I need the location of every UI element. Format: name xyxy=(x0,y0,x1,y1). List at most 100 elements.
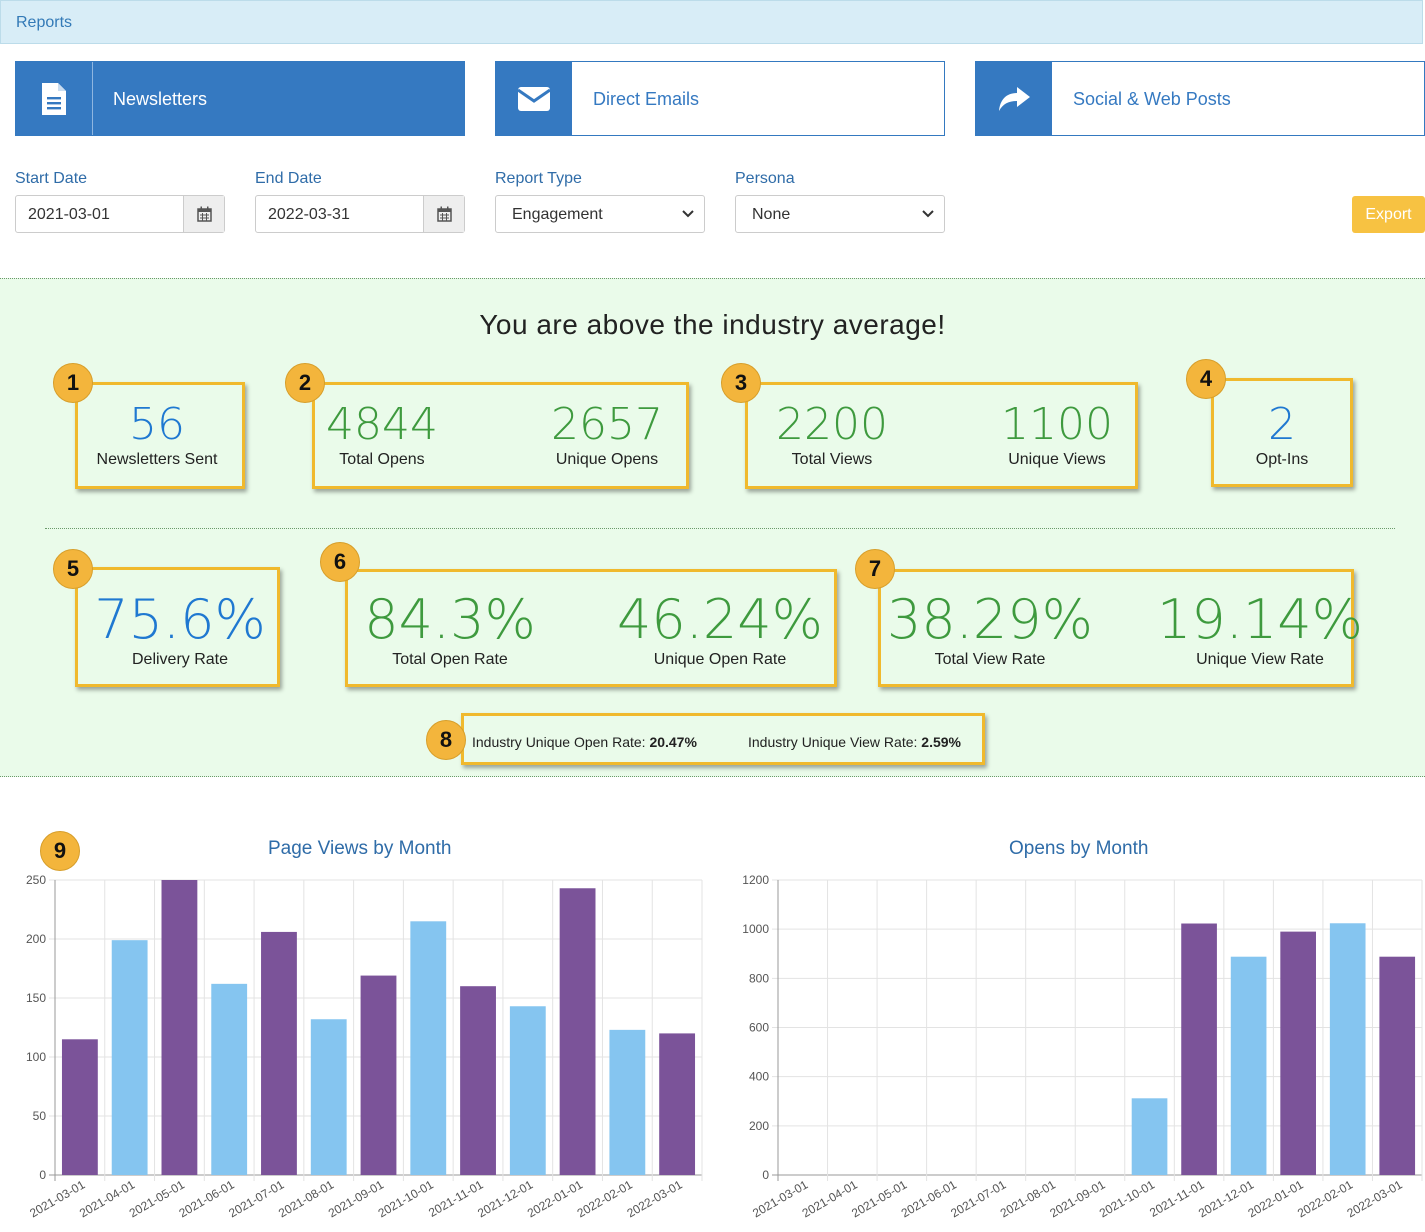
social-web-posts-tab[interactable]: Social & Web Posts xyxy=(975,61,1425,136)
newsletters-sent-label: Newsletters Sent xyxy=(96,451,218,468)
y-tick-label: 1200 xyxy=(742,873,769,887)
callout-badge-2: 2 xyxy=(285,363,325,403)
highlight-box-5 xyxy=(75,567,280,687)
total-opens-value: 4844 xyxy=(326,399,438,450)
callout-badge-7: 7 xyxy=(855,549,895,589)
industry-view-rate: Industry Unique View Rate: 2.59% xyxy=(748,734,961,750)
x-tick-label: 2021-07-01 xyxy=(226,1177,286,1220)
delivery-rate-label: Delivery Rate xyxy=(131,651,229,668)
unique-opens-label: Unique Opens xyxy=(555,451,659,468)
unique-opens-value: 2657 xyxy=(551,399,663,450)
x-tick-label: 2021-12-01 xyxy=(1196,1177,1256,1220)
x-tick-label: 2021-10-01 xyxy=(376,1177,436,1220)
highlight-box-2 xyxy=(312,382,689,489)
x-tick-label: 2021-10-01 xyxy=(1097,1177,1157,1220)
bar-2021-05-01 xyxy=(161,880,198,1175)
bar-2022-03-01 xyxy=(659,1033,696,1175)
bar-2022-02-01 xyxy=(1329,923,1366,1175)
unique-views-label: Unique Views xyxy=(1008,451,1106,468)
bar-2021-10-01 xyxy=(410,921,447,1175)
end-date-label: End Date xyxy=(255,170,322,187)
direct-emails-tab[interactable]: Direct Emails xyxy=(495,61,945,136)
x-tick-label: 2021-06-01 xyxy=(177,1177,237,1220)
bar-2021-10-01 xyxy=(1131,1098,1168,1175)
persona-select[interactable]: None xyxy=(735,195,945,233)
x-tick-label: 2021-06-01 xyxy=(899,1177,959,1220)
opt-ins-stat: 2 Opt-Ins xyxy=(1222,403,1342,469)
y-tick-label: 800 xyxy=(749,971,769,985)
unique-opens-stat: 2657 Unique Opens xyxy=(532,403,682,469)
y-tick-label: 400 xyxy=(749,1070,769,1084)
x-tick-label: 2021-03-01 xyxy=(750,1177,810,1220)
social-web-posts-label: Social & Web Posts xyxy=(1073,89,1231,109)
x-tick-label: 2021-08-01 xyxy=(998,1177,1058,1220)
y-tick-label: 1000 xyxy=(742,922,769,936)
bar-2021-09-01 xyxy=(360,975,397,1175)
highlight-box-7 xyxy=(878,569,1354,687)
page-views-chart-title: Page Views by Month xyxy=(268,838,452,859)
total-views-stat: 2200 Total Views xyxy=(762,403,902,469)
newsletters-sent-stat: 56 Newsletters Sent xyxy=(82,403,232,469)
total-views-label: Total Views xyxy=(791,451,873,468)
bar-2021-11-01 xyxy=(460,986,496,1175)
highlight-box-1 xyxy=(75,382,245,489)
unique-open-rate-value: 46.24% xyxy=(617,588,823,651)
x-tick-label: 2022-01-01 xyxy=(1245,1177,1305,1220)
x-tick-label: 2021-08-01 xyxy=(276,1177,336,1220)
bar-2021-07-01 xyxy=(261,931,297,1175)
x-tick-label: 2021-12-01 xyxy=(475,1177,535,1220)
x-tick-label: 2021-05-01 xyxy=(127,1177,187,1220)
total-opens-stat: 4844 Total Opens xyxy=(312,403,452,469)
y-tick-label: 50 xyxy=(33,1109,47,1123)
report-type-label: Report Type xyxy=(495,170,582,187)
calendar-icon[interactable] xyxy=(423,196,464,232)
industry-view-label: Industry Unique View Rate: xyxy=(748,734,918,750)
y-tick-label: 600 xyxy=(749,1021,769,1035)
breadcrumb-reports[interactable]: Reports xyxy=(16,14,73,31)
bar-2021-12-01 xyxy=(509,1006,546,1175)
x-tick-label: 2021-05-01 xyxy=(849,1177,909,1220)
y-tick-label: 0 xyxy=(762,1168,769,1182)
x-tick-label: 2022-02-01 xyxy=(1295,1177,1355,1220)
page-views-chart: 0501001502002502021-03-012021-04-012021-… xyxy=(26,873,703,1220)
report-type-select[interactable]: Engagement xyxy=(495,195,705,233)
newsletters-tab[interactable]: Newsletters xyxy=(15,61,465,136)
y-tick-label: 150 xyxy=(26,991,46,1005)
stats-divider xyxy=(45,528,1395,529)
export-button[interactable]: Export xyxy=(1352,196,1425,233)
start-date-label: Start Date xyxy=(15,170,88,187)
y-tick-label: 200 xyxy=(749,1119,769,1133)
y-tick-label: 100 xyxy=(26,1050,46,1064)
y-tick-label: 0 xyxy=(39,1168,46,1182)
y-tick-label: 250 xyxy=(26,873,46,887)
industry-open-value: 20.47% xyxy=(649,734,697,750)
unique-view-rate-value: 19.14% xyxy=(1157,588,1363,651)
total-open-rate-stat: 84.3% Total Open Rate xyxy=(355,593,545,669)
calendar-icon[interactable] xyxy=(183,196,224,232)
bar-2021-11-01 xyxy=(1181,923,1217,1175)
bar-2021-08-01 xyxy=(310,1019,347,1175)
newsletters-label: Newsletters xyxy=(113,89,208,109)
opens-chart-title: Opens by Month xyxy=(1009,838,1149,859)
bar-2021-12-01 xyxy=(1230,956,1267,1175)
unique-views-value: 1100 xyxy=(1001,399,1113,450)
end-date-value: 2022-03-31 xyxy=(268,206,350,223)
x-tick-label: 2022-01-01 xyxy=(525,1177,585,1220)
x-tick-label: 2021-09-01 xyxy=(326,1177,386,1220)
persona-value: None xyxy=(752,206,791,223)
chevron-down-icon xyxy=(682,210,694,218)
bar-2021-04-01 xyxy=(111,940,148,1175)
total-opens-label: Total Opens xyxy=(339,451,425,468)
share-icon xyxy=(976,62,1052,135)
unique-open-rate-label: Unique Open Rate xyxy=(653,651,787,668)
total-open-rate-value: 84.3% xyxy=(364,588,536,651)
end-date-field[interactable]: 2022-03-31 xyxy=(255,195,465,233)
callout-badge-5: 5 xyxy=(53,549,93,589)
opens-chart: 0 200 400 600 800 1000 1200 2021-03-012021-04-0… xyxy=(742,873,1423,1220)
direct-emails-label: Direct Emails xyxy=(593,89,700,109)
start-date-field[interactable]: 2021-03-01 xyxy=(15,195,225,233)
industry-open-rate: Industry Unique Open Rate: 20.47% xyxy=(472,734,697,750)
report-type-value: Engagement xyxy=(512,206,603,223)
x-tick-label: 2021-09-01 xyxy=(1047,1177,1107,1220)
x-tick-label: 2022-03-01 xyxy=(624,1177,684,1220)
